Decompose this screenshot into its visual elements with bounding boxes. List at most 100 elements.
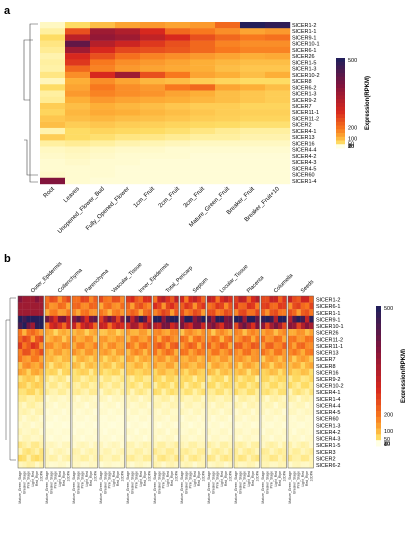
heatmap-cell bbox=[174, 375, 179, 383]
heatmap-cell bbox=[305, 428, 310, 436]
heatmap-cell bbox=[188, 448, 193, 455]
heatmap-cell bbox=[170, 315, 175, 323]
heatmap-cell bbox=[174, 362, 179, 369]
heatmap-cell bbox=[65, 152, 91, 160]
heatmap-cell bbox=[188, 395, 193, 402]
heatmap-cell bbox=[255, 309, 260, 316]
heatmap-cell bbox=[84, 388, 90, 396]
row-label: SlCER60 bbox=[292, 173, 315, 179]
heatmap-cell bbox=[22, 408, 27, 416]
heatmap-cell bbox=[201, 401, 206, 409]
heatmap-cell bbox=[57, 335, 63, 343]
colorbar-tick: 100 bbox=[384, 429, 393, 435]
heatmap-cell bbox=[89, 461, 94, 469]
heatmap-cell bbox=[234, 434, 239, 442]
heatmap-cell bbox=[273, 355, 279, 363]
heatmap-cell bbox=[300, 408, 306, 416]
heatmap-cell bbox=[57, 342, 63, 350]
heatmap-cell bbox=[309, 461, 314, 469]
heatmap-cell bbox=[197, 461, 202, 469]
heatmap-cell bbox=[234, 348, 239, 356]
heatmap-cell bbox=[265, 454, 270, 462]
heatmap-cell bbox=[288, 382, 293, 389]
heatmap-cell bbox=[246, 302, 252, 310]
tissue-block-frame bbox=[179, 295, 206, 469]
stage-label: Breaker_Stage bbox=[130, 471, 134, 494]
heatmap-cell bbox=[84, 401, 90, 409]
heatmap-cell bbox=[140, 22, 166, 29]
heatmap-cell bbox=[39, 448, 44, 455]
heatmap-cell bbox=[219, 421, 225, 429]
heatmap-cell bbox=[255, 401, 260, 409]
heatmap-cell bbox=[211, 335, 216, 343]
heatmap-cell bbox=[126, 355, 131, 363]
heatmap-cell bbox=[190, 46, 216, 54]
heatmap-cell bbox=[201, 296, 206, 303]
heatmap-cell bbox=[188, 342, 193, 350]
heatmap-cell bbox=[89, 408, 94, 416]
heatmap-cell bbox=[282, 428, 287, 436]
heatmap-cell bbox=[103, 415, 108, 422]
heatmap-cell bbox=[35, 448, 40, 455]
heatmap-cell bbox=[66, 454, 71, 462]
heatmap-cell bbox=[282, 408, 287, 416]
heatmap-cell bbox=[197, 342, 202, 350]
heatmap-cell bbox=[45, 342, 50, 350]
stage-label: Breaker_Stage bbox=[265, 471, 269, 494]
heatmap-cell bbox=[35, 302, 40, 310]
heatmap-cell bbox=[190, 40, 216, 48]
heatmap-cell bbox=[238, 408, 243, 416]
colorbar-segment bbox=[376, 370, 381, 377]
heatmap-cell bbox=[99, 408, 104, 416]
heatmap-cell bbox=[242, 375, 247, 383]
heatmap-cell bbox=[174, 441, 179, 449]
heatmap-cell bbox=[130, 395, 135, 402]
heatmap-cell bbox=[305, 454, 310, 462]
heatmap-cell bbox=[45, 388, 50, 396]
heatmap-cell bbox=[93, 382, 98, 389]
heatmap-cell bbox=[90, 28, 116, 35]
stage-label: Mature_Green_Stage bbox=[234, 471, 238, 504]
heatmap-cell bbox=[111, 408, 117, 416]
heatmap-cell bbox=[161, 329, 166, 336]
heatmap-cell bbox=[76, 388, 81, 396]
heatmap-cell bbox=[273, 395, 279, 402]
heatmap-cell bbox=[90, 40, 116, 48]
heatmap-cell bbox=[188, 415, 193, 422]
heatmap-cell bbox=[157, 441, 162, 449]
heatmap-cell bbox=[147, 335, 152, 343]
heatmap-cell bbox=[180, 302, 185, 310]
heatmap-cell bbox=[278, 322, 283, 330]
heatmap-cell bbox=[39, 322, 44, 330]
heatmap-cell bbox=[238, 401, 243, 409]
heatmap-cell bbox=[126, 401, 131, 409]
heatmap-cell bbox=[215, 302, 220, 310]
heatmap-cell bbox=[265, 441, 270, 449]
heatmap-cell bbox=[265, 342, 270, 350]
heatmap-cell bbox=[296, 448, 301, 455]
heatmap-cell bbox=[147, 421, 152, 429]
heatmap-cell bbox=[99, 454, 104, 462]
heatmap-cell bbox=[107, 401, 112, 409]
heatmap-cell bbox=[49, 415, 54, 422]
heatmap-cell bbox=[309, 388, 314, 396]
heatmap-cell bbox=[234, 441, 239, 449]
heatmap-cell bbox=[197, 421, 202, 429]
heatmap-cell bbox=[126, 408, 131, 416]
row-label: SlCER4-5 bbox=[316, 410, 340, 416]
heatmap-cell bbox=[116, 342, 121, 350]
heatmap-cell bbox=[215, 355, 220, 363]
heatmap-cell bbox=[282, 302, 287, 310]
heatmap-cell bbox=[165, 78, 191, 85]
heatmap-cell bbox=[165, 348, 171, 356]
tissue-block-frame bbox=[71, 295, 98, 469]
heatmap-cell bbox=[93, 421, 98, 429]
heatmap-cell bbox=[147, 441, 152, 449]
heatmap-cell bbox=[265, 421, 270, 429]
heatmap-cell bbox=[180, 428, 185, 436]
heatmap-cell bbox=[278, 461, 283, 469]
heatmap-cell bbox=[261, 454, 266, 462]
heatmap-cell bbox=[84, 415, 90, 422]
heatmap-cell bbox=[265, 40, 291, 48]
heatmap-cell bbox=[126, 382, 131, 389]
